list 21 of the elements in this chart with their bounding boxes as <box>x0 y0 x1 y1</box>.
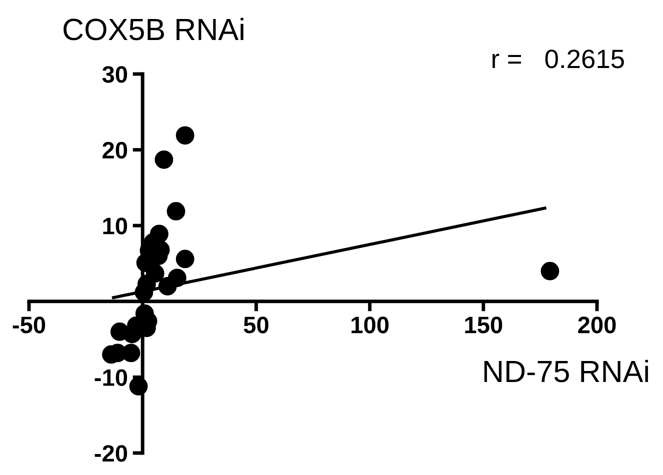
y-tick-label: -20 <box>94 445 128 462</box>
point <box>158 277 177 296</box>
y-tick-label: 20 <box>102 142 128 159</box>
text: r = 0.2615 <box>492 50 624 68</box>
x-tick-label: 50 <box>244 316 268 334</box>
point <box>154 150 174 169</box>
x-tick-label: -50 <box>12 316 46 334</box>
point <box>540 262 560 280</box>
x-tick-label: 150 <box>465 316 502 334</box>
point <box>110 322 129 341</box>
y-tick-label: -10 <box>94 369 128 386</box>
y-axis-title: COX5B RNAi <box>64 18 244 40</box>
point <box>166 202 186 220</box>
x-tick-label: 200 <box>578 316 616 334</box>
point <box>176 126 194 145</box>
x-tick-label: 100 <box>352 316 389 334</box>
point <box>129 377 148 396</box>
y-tick-label: 30 <box>102 66 128 83</box>
x-axis-title: ND-75 RNAi <box>484 360 648 382</box>
y-tick-label: 10 <box>103 218 128 234</box>
point <box>176 250 194 268</box>
